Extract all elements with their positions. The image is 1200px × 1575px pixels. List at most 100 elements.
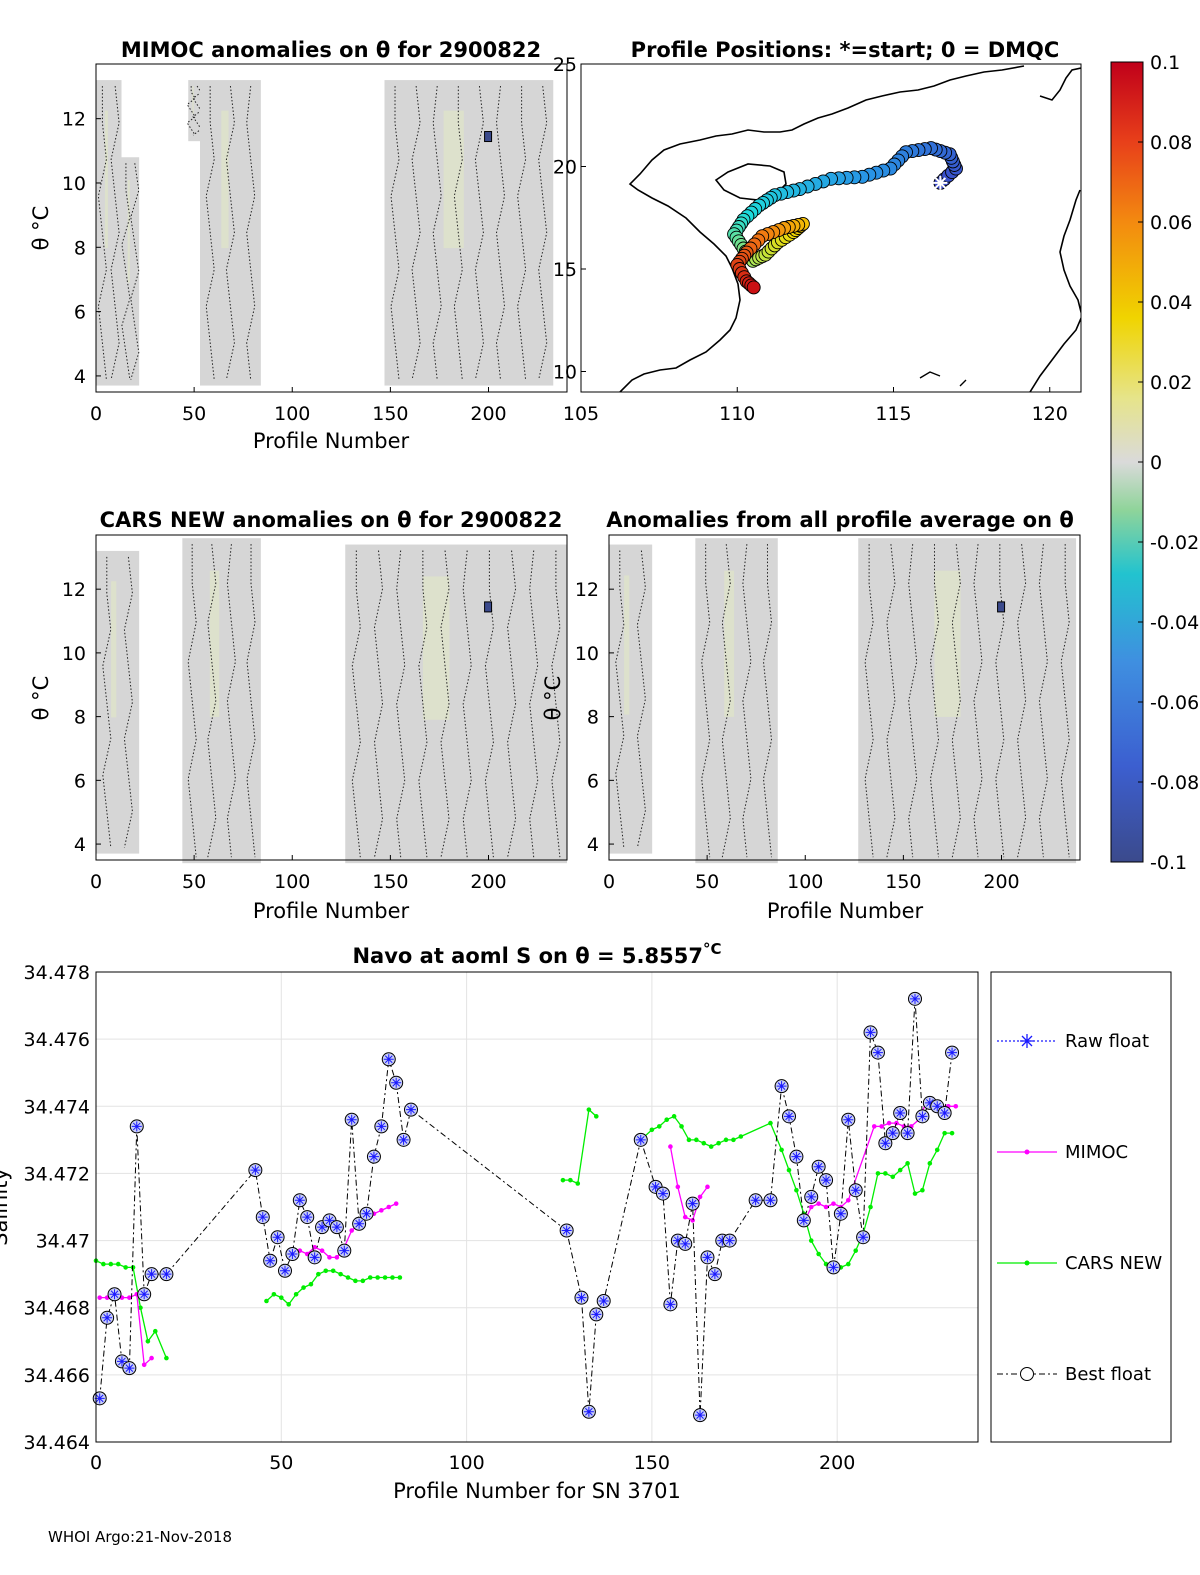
raw-float-point — [576, 1292, 587, 1303]
cars-point — [152, 1328, 158, 1334]
contour-line — [205, 86, 215, 380]
cars-point — [323, 1268, 329, 1274]
average-xlabel: Profile Number — [767, 899, 924, 923]
contour-line — [207, 544, 217, 858]
contour-line — [538, 86, 548, 380]
x-tick-label: 50 — [182, 871, 206, 893]
raw-float-point — [280, 1265, 290, 1276]
raw-float-point — [917, 1111, 928, 1122]
raw-float-point — [331, 1222, 342, 1233]
x-tick-label: 50 — [269, 1452, 293, 1474]
raw-float-point — [924, 1097, 935, 1108]
x-tick-label: 150 — [634, 1452, 670, 1474]
contour-line — [246, 544, 256, 858]
raw-float-point — [309, 1252, 320, 1263]
dot-marker-icon — [1024, 1260, 1030, 1266]
cars-point — [656, 1124, 662, 1129]
raw-float-point — [902, 1128, 913, 1139]
cars-point — [123, 1265, 128, 1270]
y-tick-label: 4 — [587, 834, 599, 856]
raw-float-point — [821, 1175, 832, 1186]
raw-float-point — [709, 1269, 720, 1280]
profile-positions-panel: Profile Positions: *=start; 0 = DMQC 105… — [553, 38, 1082, 425]
cars-point — [816, 1251, 821, 1257]
y-tick-label: 10 — [62, 643, 86, 665]
x-tick-label: 115 — [875, 403, 911, 425]
cars-ylabel: θ °C — [29, 676, 53, 721]
colorbar-tick-label: 0.02 — [1150, 372, 1192, 394]
anomaly-field-block — [121, 157, 140, 386]
cars-axes-box — [95, 534, 568, 861]
cars-point — [108, 1261, 114, 1267]
cars-point — [390, 1275, 395, 1280]
anomaly-tint-patch — [192, 86, 194, 114]
cars-point — [586, 1107, 592, 1112]
anomaly-field-block — [96, 80, 122, 386]
cars-point — [649, 1127, 655, 1133]
salinity-title: Navo at aoml S on θ = 5.8557°C — [352, 940, 721, 968]
contour-line — [484, 550, 494, 858]
cars-point — [701, 1140, 707, 1146]
y-tick-label: 34.476 — [24, 1029, 90, 1051]
anomaly-tint-patch — [127, 180, 130, 283]
raw-float-point — [324, 1215, 335, 1226]
anomaly-field-block — [695, 538, 778, 864]
anomaly-field-block — [384, 80, 554, 386]
anomaly-field-block — [200, 80, 261, 386]
anomaly-field-block — [96, 550, 140, 854]
x-tick-label: 120 — [1032, 403, 1068, 425]
contour-line — [225, 86, 235, 380]
cars-point — [686, 1137, 692, 1143]
raw-float-point — [650, 1181, 661, 1192]
anomaly-field-block — [188, 80, 201, 142]
cars-point — [912, 1191, 918, 1196]
mimoc-point — [668, 1144, 673, 1149]
raw-float-point — [317, 1222, 328, 1233]
cars-point — [786, 1167, 792, 1173]
cars-point — [708, 1144, 714, 1149]
raw-float-point — [702, 1252, 713, 1263]
x-tick-label: 200 — [819, 1452, 855, 1474]
mimoc-point — [334, 1255, 340, 1260]
raw-float-point — [765, 1195, 776, 1206]
raw-float-point — [717, 1235, 728, 1246]
raw-float-point — [139, 1289, 150, 1300]
raw-float-point — [858, 1232, 869, 1243]
mimoc-point — [327, 1255, 332, 1260]
y-tick-label: 34.466 — [24, 1365, 90, 1387]
mimoc-point — [675, 1184, 681, 1190]
cars-title: CARS NEW anomalies on θ for 2900822 — [100, 508, 563, 532]
raw-float-point — [791, 1151, 802, 1162]
cars-point — [330, 1268, 336, 1274]
contour-line — [908, 544, 918, 858]
anomaly-tint-patch — [724, 570, 735, 717]
cars-point — [338, 1271, 343, 1277]
legend-mimoc: MIMOC — [997, 1142, 1128, 1163]
raw-float-point — [687, 1198, 698, 1209]
cars-point — [345, 1275, 351, 1280]
raw-float-point — [724, 1235, 735, 1246]
raw-float-point — [346, 1114, 357, 1125]
contour-line — [701, 544, 711, 858]
cars-point — [308, 1281, 314, 1287]
y-tick-label: 4 — [74, 834, 86, 856]
mimoc-point — [690, 1218, 695, 1223]
coastline-map — [619, 65, 1081, 392]
anomaly-field-block — [858, 538, 1077, 864]
cars-point — [942, 1130, 947, 1136]
mimoc-point — [393, 1201, 399, 1206]
raw-float-point — [665, 1299, 676, 1310]
y-tick-label: 34.464 — [24, 1432, 90, 1454]
colorbar-tick-label: 0.1 — [1150, 52, 1180, 74]
cars-xlabel: Profile Number — [253, 899, 410, 923]
anomaly-tint-patch — [111, 581, 117, 718]
anomaly-tint-patch — [443, 110, 464, 249]
mimoc-point — [697, 1194, 703, 1200]
cars-point — [382, 1275, 388, 1280]
x-tick-label: 0 — [90, 1452, 102, 1474]
raw-float-point — [598, 1296, 609, 1306]
x-tick-label: 110 — [719, 403, 755, 425]
raw-float-point — [776, 1081, 787, 1092]
anomaly-tint-patch — [209, 570, 220, 717]
contour-line — [529, 550, 539, 858]
